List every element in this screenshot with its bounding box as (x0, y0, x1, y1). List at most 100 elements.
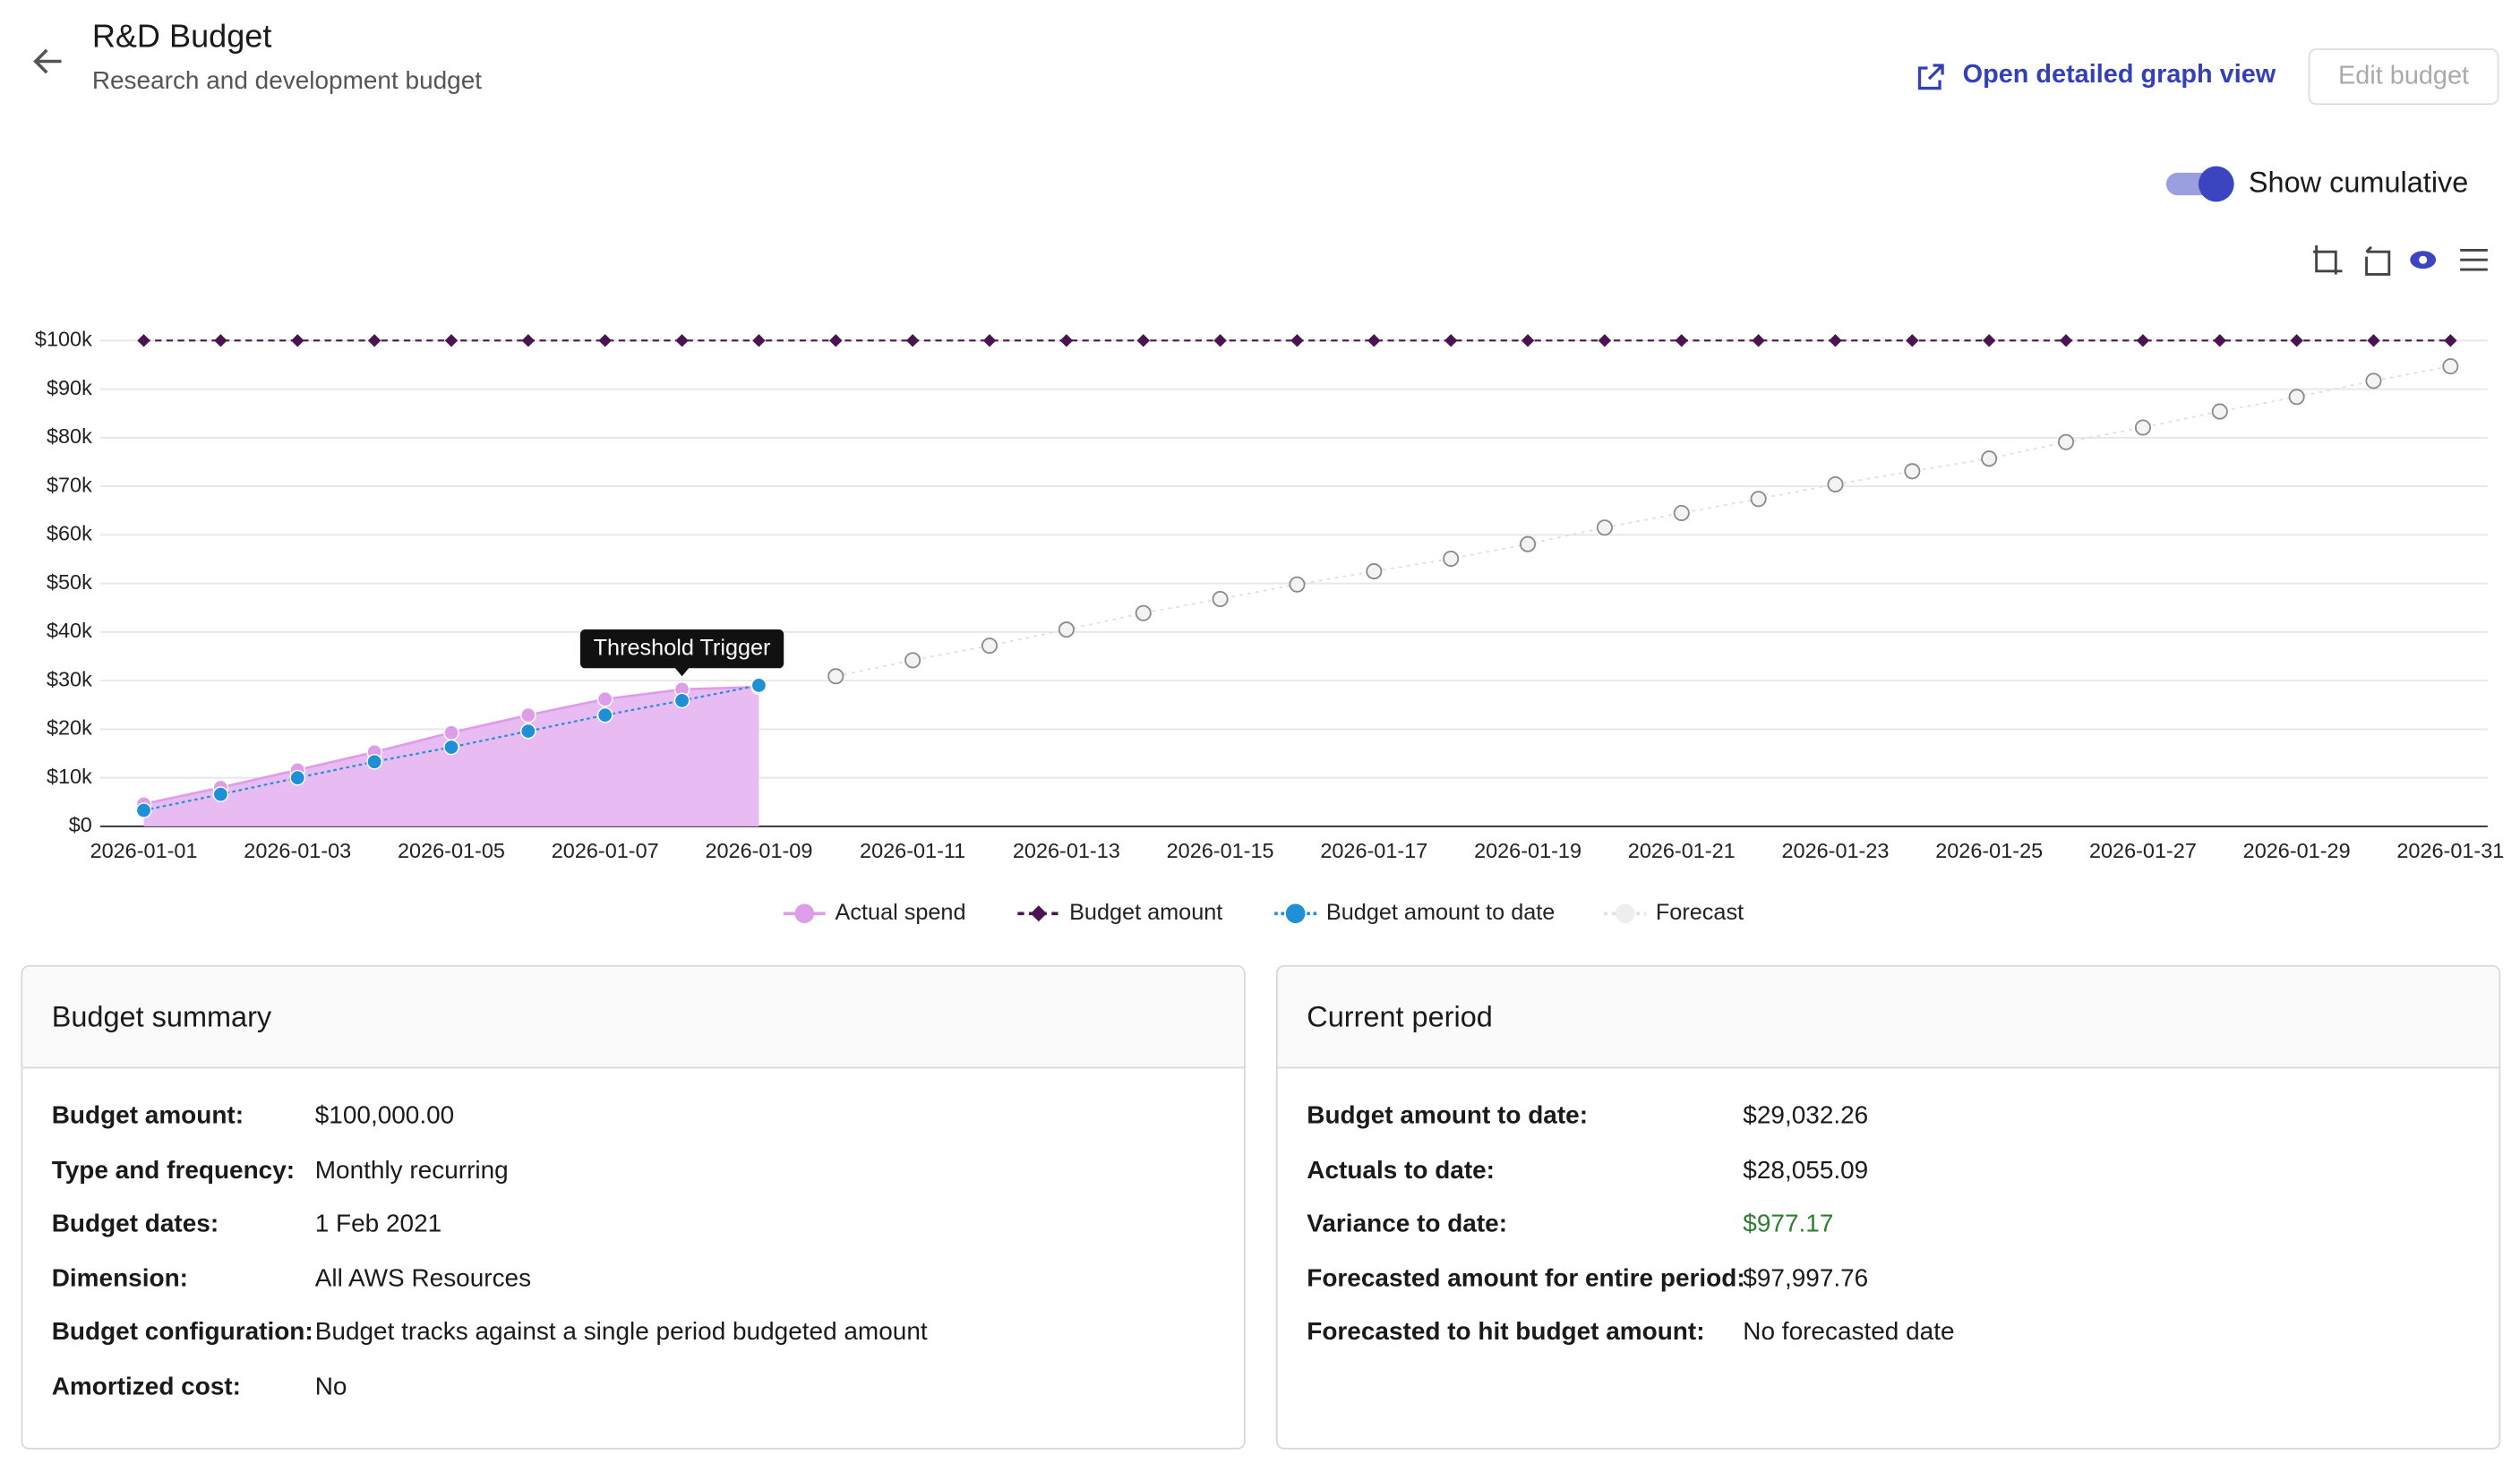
point-marker (750, 677, 767, 694)
point-marker (1750, 491, 1767, 508)
summary-panel: Budget summary Budget amount: $100,000.00 T… (21, 964, 1246, 1450)
panel-row: Dimension: All AWS Resources (52, 1263, 1215, 1296)
row-label: Forecasted amount for entire period: (1307, 1264, 1745, 1292)
point-marker (291, 334, 304, 347)
x-tick-label: 2026-01-03 (244, 839, 351, 862)
row-label: Amortized cost: (51, 1373, 241, 1400)
back-button[interactable] (29, 42, 67, 81)
x-tick-label: 2026-01-05 (398, 839, 505, 862)
row-value: $100,000.00 (314, 1102, 455, 1130)
panel-row: Forecasted amount for entire period: $97,… (1307, 1263, 2470, 1296)
row-value: No forecasted date (1743, 1318, 1955, 1347)
page-subtitle: Research and development budget (91, 67, 483, 96)
point-marker (2365, 372, 2382, 389)
point-marker (2136, 334, 2150, 347)
legend-item: Actual spend (783, 900, 966, 925)
legend-marker (1615, 903, 1635, 924)
y-tick-label: $80k (47, 424, 92, 448)
legend-marker (1285, 903, 1306, 924)
point-marker (1829, 334, 1842, 347)
point-marker (1752, 334, 1765, 347)
y-tick-label: $90k (47, 376, 92, 399)
point-marker (214, 334, 227, 347)
point-marker (367, 334, 381, 347)
point-marker (1289, 576, 1306, 593)
menu-icon[interactable] (2460, 248, 2488, 271)
point-marker (1058, 621, 1075, 638)
crop-icon[interactable] (2313, 244, 2343, 275)
x-tick-label: 2026-01-27 (2089, 839, 2197, 862)
point-marker (1135, 604, 1152, 621)
y-tick-label: $30k (47, 667, 92, 690)
x-tick-label: 2026-01-09 (705, 839, 812, 862)
point-marker (1366, 563, 1383, 580)
point-marker (212, 786, 229, 802)
row-label: Budget amount: (51, 1102, 244, 1130)
x-tick-label: 2026-01-29 (2243, 839, 2351, 862)
open-graph-link[interactable]: Open detailed graph view (1962, 61, 2276, 90)
point-marker (2288, 389, 2305, 406)
point-marker (1290, 334, 1304, 347)
x-tick-label: 2026-01-01 (90, 839, 198, 862)
point-marker (520, 706, 536, 723)
point-marker (596, 706, 613, 723)
point-marker (1136, 334, 1150, 347)
y-tick-label: $60k (47, 522, 92, 545)
x-tick-label: 2026-01-17 (1320, 839, 1427, 862)
point-marker (1598, 334, 1612, 347)
y-tick-label: $20k (47, 716, 92, 740)
toggle-label: Show cumulative (2248, 166, 2469, 199)
panel-title: Current period (1277, 966, 2499, 1069)
point-marker (2059, 334, 2073, 347)
y-tick-label: $50k (47, 570, 92, 594)
point-marker (1213, 334, 1227, 347)
row-label: Variance to date: (1307, 1210, 1508, 1238)
external-link-icon[interactable] (1915, 61, 1947, 93)
row-value: Budget tracks against a single period bu… (314, 1318, 928, 1347)
legend-label: Forecast (1656, 900, 1744, 925)
row-label: Forecasted to hit budget amount: (1307, 1318, 1705, 1347)
row-label: Dimension: (51, 1264, 188, 1292)
point-marker (1443, 550, 1460, 567)
point-marker (135, 802, 152, 818)
point-marker (827, 668, 844, 685)
point-marker (904, 652, 921, 669)
legend-marker (794, 903, 815, 924)
edit-budget-button[interactable]: Edit budget (2308, 48, 2499, 106)
cumulative-toggle[interactable] (2165, 166, 2234, 202)
y-tick-label: $10k (47, 765, 92, 788)
row-value: $977.17 (1743, 1210, 1834, 1238)
point-marker (1982, 334, 1996, 347)
point-marker (521, 334, 536, 347)
point-marker (596, 690, 613, 707)
point-marker (137, 334, 150, 347)
point-marker (1827, 475, 1844, 492)
x-tick-label: 2026-01-31 (2396, 839, 2504, 862)
point-marker (1906, 334, 1919, 347)
legend-label: Actual spend (836, 900, 966, 925)
point-marker (598, 334, 612, 347)
visibility-icon[interactable] (2410, 251, 2437, 270)
page-title: R&D Budget (91, 19, 272, 56)
panel-row: Amortized cost: No (52, 1371, 1215, 1403)
point-marker (673, 692, 690, 709)
y-tick-label: $100k (35, 328, 92, 351)
x-tick-label: 2026-01-11 (860, 839, 965, 862)
reset-icon[interactable] (2365, 245, 2391, 276)
panel-row: Type and frequency: Monthly recurring (52, 1155, 1215, 1187)
panel-row: Budget configuration: Budget tracks again… (52, 1317, 1215, 1349)
row-value: $97,997.76 (1743, 1264, 1869, 1292)
row-label: Budget amount to date: (1307, 1102, 1589, 1130)
legend-label: Budget amount to date (1326, 900, 1555, 925)
y-tick-label: $70k (47, 473, 92, 496)
row-value: $29,032.26 (1743, 1102, 1869, 1130)
point-marker (444, 334, 459, 347)
legend-label: Budget amount (1069, 900, 1222, 925)
point-marker (1521, 334, 1535, 347)
x-tick-label: 2026-01-15 (1167, 839, 1274, 862)
legend-marker (1030, 905, 1047, 922)
point-marker (2444, 334, 2457, 347)
point-marker (1212, 590, 1229, 608)
chart-toolbar (2313, 244, 2488, 276)
